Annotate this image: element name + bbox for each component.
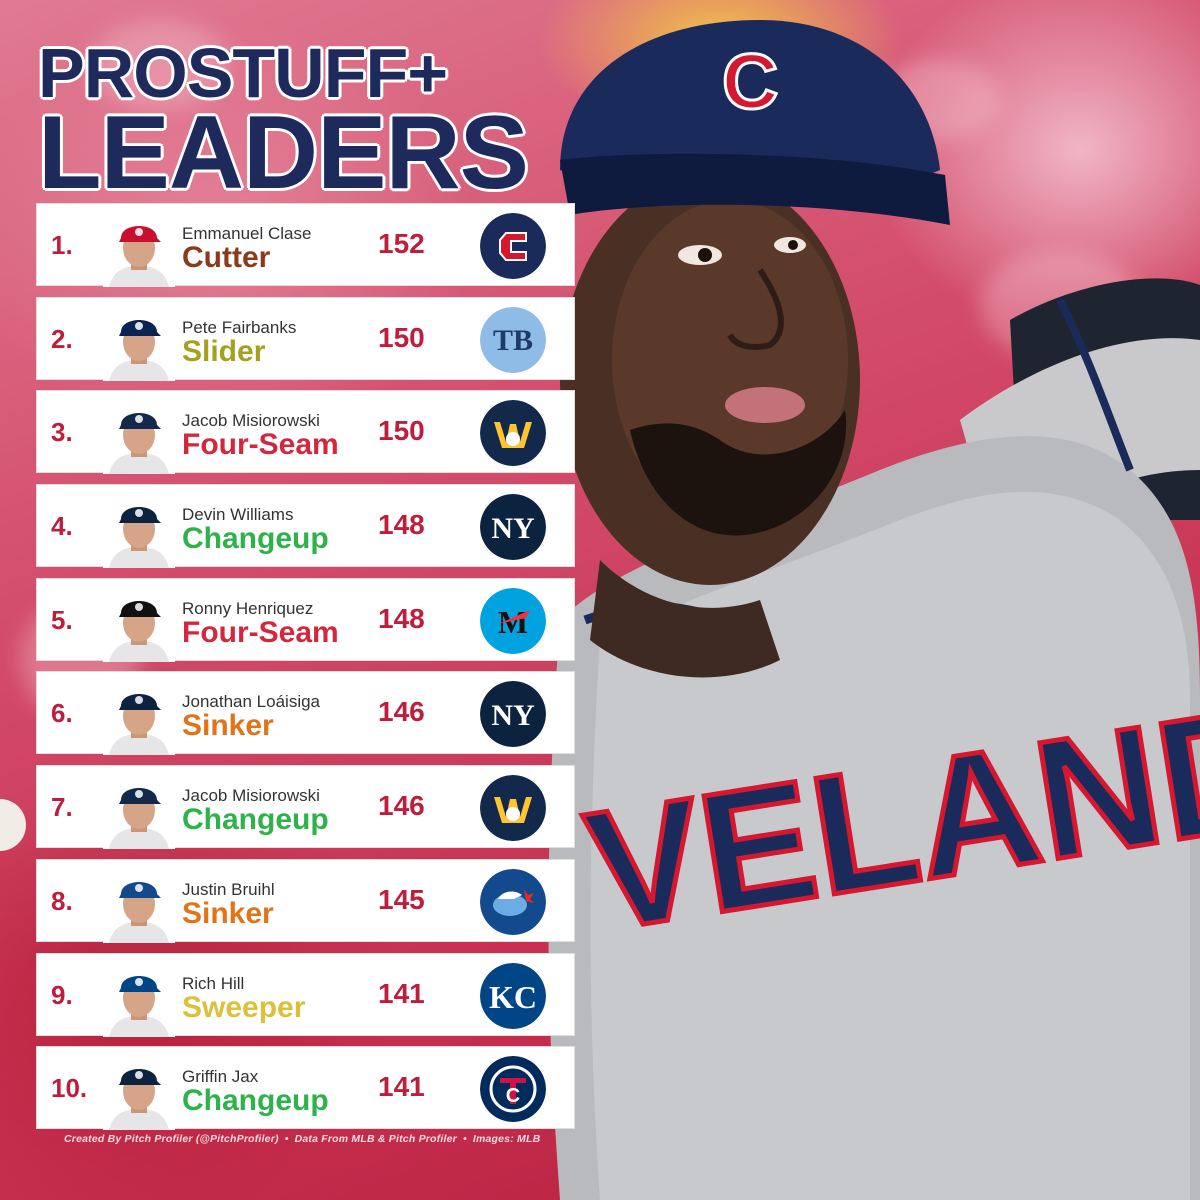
rank: 6. — [51, 698, 73, 729]
leaderboard-row: 5. Ronny Henriquez Four-Seam 148 M — [36, 577, 575, 662]
yankees-logo-icon: NY — [480, 494, 546, 561]
player-headshot — [103, 867, 175, 943]
prostuff-score: 146 — [378, 696, 425, 728]
leaderboard-row: 10. Griffin Jax Changeup 141 C — [36, 1046, 575, 1131]
guardians-logo-icon — [480, 213, 546, 279]
marlins-logo-icon: M — [480, 587, 546, 654]
player-headshot — [103, 212, 175, 287]
pitch-type: Changeup — [182, 1084, 329, 1118]
leaderboard-row: 3. Jacob Misiorowski Four-Seam 150 — [36, 390, 575, 475]
svg-text:KC: KC — [489, 979, 537, 1015]
royals-logo-icon: KC — [480, 962, 546, 1029]
player-headshot — [103, 774, 175, 850]
prostuff-score: 141 — [378, 1071, 425, 1103]
brewers-logo-icon — [480, 775, 546, 842]
player-name: Jacob Misiorowski — [182, 786, 320, 806]
credit-creator: Created By Pitch Profiler (@PitchProfile… — [64, 1133, 279, 1145]
title-line-1: PROSTUFF+ — [38, 34, 448, 112]
cap-logo: C — [722, 37, 778, 125]
credit-data-source: Data From MLB & Pitch Profiler — [294, 1133, 457, 1145]
player-name: Jonathan Loáisiga — [182, 692, 321, 712]
player-headshot — [103, 680, 175, 756]
twins-logo-icon: C — [480, 1056, 546, 1123]
pitch-type: Sinker — [182, 896, 274, 930]
player-name: Rich Hill — [182, 973, 245, 993]
prostuff-score: 146 — [378, 790, 425, 822]
rank: 4. — [51, 511, 73, 542]
pitch-type: Sinker — [182, 709, 274, 743]
prostuff-score: 148 — [378, 509, 425, 541]
prostuff-score: 145 — [378, 883, 425, 915]
baseball-icon — [0, 799, 26, 851]
prostuff-score: 152 — [378, 228, 425, 259]
svg-text:C: C — [506, 1085, 520, 1107]
pitch-type: Four-Seam — [182, 615, 339, 649]
title-line-2: LEADERS — [38, 95, 529, 211]
rank: 3. — [51, 417, 73, 448]
pitch-type: Sweeper — [182, 990, 306, 1024]
leaderboard-row: 2. Pete Fairbanks Slider 150 TB — [36, 296, 575, 381]
svg-text:M: M — [498, 604, 528, 640]
prostuff-score: 148 — [378, 602, 425, 634]
pitch-type: Changeup — [182, 803, 329, 837]
rank: 9. — [51, 979, 73, 1010]
credit-line: Created By Pitch Profiler (@PitchProfile… — [64, 1133, 541, 1145]
leaderboard-row: 8. Justin Bruihl Sinker 145 — [36, 858, 575, 943]
leaderboard: 1. Emmanuel Clase Cutter 152 2. Pete Fai… — [36, 203, 575, 1140]
leaderboard-row: 4. Devin Williams Changeup 148 NY — [36, 484, 575, 569]
pitch-type: Slider — [182, 334, 266, 368]
leaderboard-row: 9. Rich Hill Sweeper 141 KC — [36, 952, 575, 1037]
rank: 8. — [51, 885, 73, 916]
player-name: Pete Fairbanks — [182, 317, 297, 337]
player-headshot — [103, 305, 175, 381]
leaderboard-row: 7. Jacob Misiorowski Changeup 146 — [36, 765, 575, 850]
rays-logo-icon: TB — [480, 306, 546, 373]
brewers-logo-icon — [480, 400, 546, 467]
pitch-type: Changeup — [182, 522, 329, 556]
player-name: Griffin Jax — [182, 1067, 259, 1087]
player-headshot — [103, 399, 175, 475]
leaderboard-row: 6. Jonathan Loáisiga Sinker 146 NY — [36, 671, 575, 756]
player-name: Devin Williams — [182, 505, 294, 525]
pitch-type: Cutter — [182, 241, 271, 274]
player-headshot — [103, 586, 175, 662]
player-name: Justin Bruihl — [182, 879, 275, 899]
credit-images: Images: MLB — [472, 1133, 541, 1145]
pitch-type: Four-Seam — [182, 428, 339, 462]
rank: 5. — [51, 604, 73, 635]
player-headshot — [103, 1055, 175, 1131]
rank: 7. — [51, 792, 73, 823]
svg-text:NY: NY — [491, 512, 535, 545]
leaderboard-row: 1. Emmanuel Clase Cutter 152 — [36, 203, 575, 287]
rank: 10. — [51, 1073, 88, 1104]
yankees-logo-icon: NY — [480, 681, 546, 748]
prostuff-score: 150 — [378, 415, 425, 447]
svg-text:TB: TB — [493, 324, 533, 357]
player-name: Emmanuel Clase — [182, 224, 312, 243]
player-headshot — [103, 961, 175, 1037]
prostuff-score: 150 — [378, 321, 425, 353]
blue-jays-logo-icon — [480, 868, 546, 935]
player-name: Jacob Misiorowski — [182, 411, 320, 431]
rank: 2. — [51, 323, 73, 354]
prostuff-score: 141 — [378, 977, 425, 1009]
player-name: Ronny Henriquez — [182, 598, 314, 618]
page-title: PROSTUFF+ LEADERS — [38, 34, 529, 211]
player-headshot — [103, 493, 175, 569]
svg-text:NY: NY — [491, 699, 535, 732]
rank: 1. — [51, 230, 73, 260]
